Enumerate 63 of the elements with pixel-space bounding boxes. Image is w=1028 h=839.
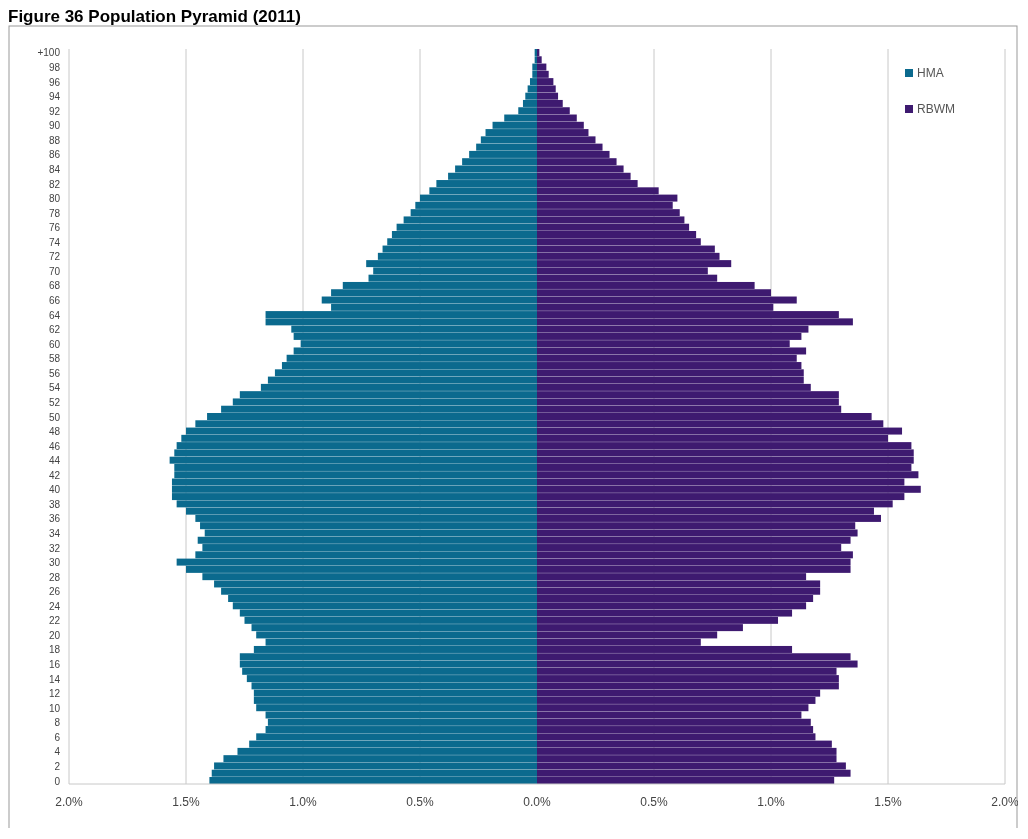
x-tick-label: 1.5% xyxy=(172,795,200,809)
y-tick-label: 16 xyxy=(48,659,61,671)
y-tick-label: 38 xyxy=(48,498,61,510)
y-tick-label: 42 xyxy=(48,469,61,481)
y-tick-label: 22 xyxy=(48,615,61,627)
y-tick-label: 98 xyxy=(48,62,61,74)
y-tick-label: 0 xyxy=(54,775,61,787)
y-tick-label: +100 xyxy=(37,47,61,59)
x-tick-label: 1.5% xyxy=(874,795,902,809)
y-tick-label: 62 xyxy=(48,324,61,336)
y-tick-label: 68 xyxy=(48,280,61,292)
x-tick-label: 2.0% xyxy=(991,795,1019,809)
x-tick-label: 1.0% xyxy=(289,795,317,809)
y-tick-label: 2 xyxy=(54,760,61,772)
y-tick-label: 24 xyxy=(48,600,61,612)
y-tick-label: 52 xyxy=(48,396,61,408)
y-tick-label: 66 xyxy=(48,295,61,307)
y-tick-label: 40 xyxy=(48,484,61,496)
y-tick-label: 58 xyxy=(48,353,61,365)
y-tick-label: 96 xyxy=(48,76,61,88)
y-tick-label: 64 xyxy=(48,309,61,321)
y-tick-label: 92 xyxy=(48,105,61,117)
y-tick-label: 76 xyxy=(48,222,61,234)
y-tick-label: 44 xyxy=(48,455,61,467)
y-tick-label: 20 xyxy=(48,629,61,641)
y-tick-label: 4 xyxy=(54,746,61,758)
y-tick-label: 32 xyxy=(48,542,61,554)
x-tick-label: 2.0% xyxy=(55,795,83,809)
y-tick-label: 30 xyxy=(48,557,61,569)
y-tick-label: 80 xyxy=(48,193,61,205)
y-tick-label: 10 xyxy=(48,702,61,714)
legend-label: RBWM xyxy=(917,102,955,116)
y-tick-label: 28 xyxy=(48,571,61,583)
y-tick-label: 74 xyxy=(48,236,61,248)
y-tick-label: 56 xyxy=(48,367,61,379)
y-tick-label: 90 xyxy=(48,120,61,132)
y-tick-label: 60 xyxy=(48,338,61,350)
y-tick-label: 72 xyxy=(48,251,61,263)
y-tick-label: 46 xyxy=(48,440,61,452)
y-tick-label: 18 xyxy=(48,644,61,656)
y-tick-label: 78 xyxy=(48,207,61,219)
y-tick-label: 34 xyxy=(48,527,61,539)
y-tick-label: 84 xyxy=(48,163,61,175)
x-tick-label: 0.5% xyxy=(406,795,434,809)
y-tick-label: 94 xyxy=(48,91,61,103)
y-tick-label: 88 xyxy=(48,134,61,146)
x-tick-label: 0.5% xyxy=(640,795,668,809)
y-tick-label: 14 xyxy=(48,673,61,685)
x-tick-label: 0.0% xyxy=(523,795,551,809)
chart-title: Figure 36 Population Pyramid (2011) xyxy=(8,7,301,26)
y-tick-label: 86 xyxy=(48,149,61,161)
x-tick-label: 1.0% xyxy=(757,795,785,809)
legend-label: HMA xyxy=(917,66,944,80)
y-tick-label: 6 xyxy=(54,731,61,743)
y-tick-label: 8 xyxy=(54,717,61,729)
y-tick-label: 48 xyxy=(48,426,61,438)
y-tick-label: 70 xyxy=(48,265,61,277)
y-tick-label: 54 xyxy=(48,382,61,394)
y-tick-label: 12 xyxy=(48,688,61,700)
y-tick-label: 50 xyxy=(48,411,61,423)
y-tick-label: 36 xyxy=(48,513,61,525)
y-tick-label: 26 xyxy=(48,586,61,598)
y-tick-label: 82 xyxy=(48,178,61,190)
